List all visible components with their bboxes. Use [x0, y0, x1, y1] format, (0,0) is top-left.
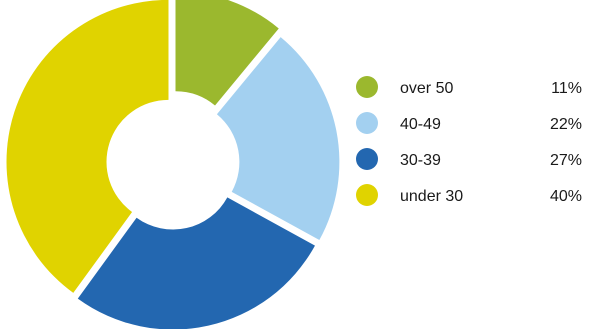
- legend-value: 27%: [550, 152, 582, 169]
- legend-label: 40-49: [400, 116, 441, 133]
- donut-slice-40-49: [216, 37, 340, 241]
- legend-label: over 50: [400, 80, 453, 97]
- donut-slices: [6, 0, 340, 329]
- legend-item: over 50 11%: [356, 76, 582, 98]
- legend-value: 11%: [551, 80, 582, 97]
- donut-slice-over-50: [175, 0, 279, 106]
- donut-slice-30-39: [77, 197, 315, 329]
- chart-legend: over 50 11% 40-49 22% 30-39 27% under 30 40%: [356, 76, 582, 206]
- legend-value: 40%: [550, 188, 582, 205]
- legend-label: under 30: [400, 188, 463, 205]
- legend-swatch: [356, 184, 378, 206]
- legend-item: under 30 40%: [356, 184, 582, 206]
- legend-item: 30-39 27%: [356, 148, 582, 170]
- legend-swatch: [356, 148, 378, 170]
- legend-value: 22%: [550, 116, 582, 133]
- legend-swatch: [356, 112, 378, 134]
- legend-label: 30-39: [400, 152, 441, 169]
- legend-swatch: [356, 76, 378, 98]
- legend-item: 40-49 22%: [356, 112, 582, 134]
- donut-slice-under-30: [6, 0, 169, 293]
- donut-hole: [112, 103, 232, 223]
